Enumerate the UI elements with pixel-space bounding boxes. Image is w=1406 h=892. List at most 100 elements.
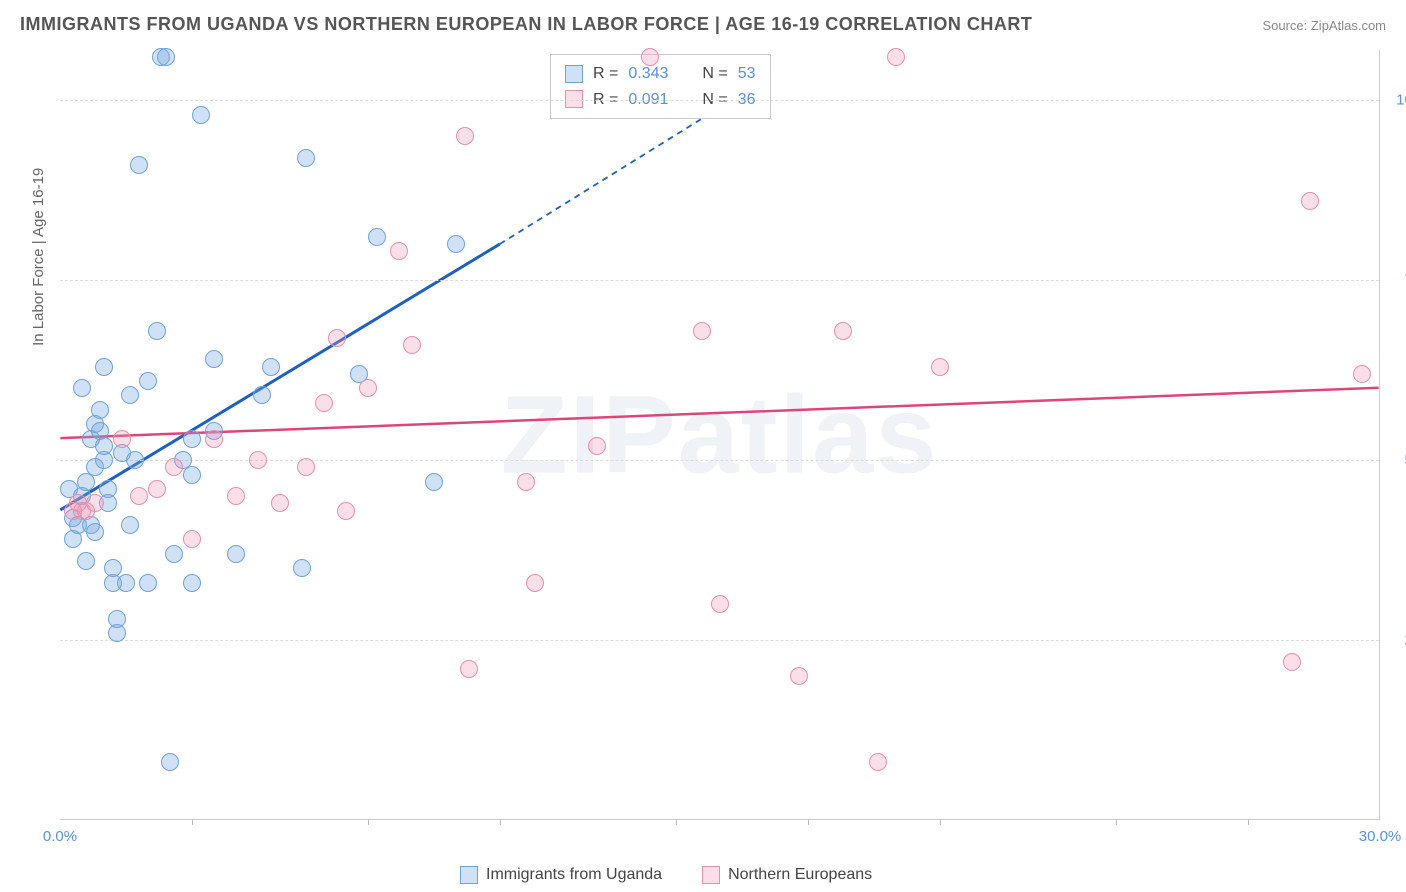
legend-item: Immigrants from Uganda [460,866,662,884]
scatter-point [139,574,157,592]
legend-swatch [702,866,720,884]
plot-area: ZIPatlas R =0.343N =53R =0.091N =36 25.0… [60,50,1380,820]
scatter-point [1283,653,1301,671]
scatter-point [126,451,144,469]
scatter-point [165,545,183,563]
stats-legend-box: R =0.343N =53R =0.091N =36 [550,54,771,119]
source-label: Source: ZipAtlas.com [1262,18,1386,33]
scatter-point [121,386,139,404]
legend-swatch [460,866,478,884]
y-tick-label: 75.0% [1387,272,1406,289]
scatter-point [337,502,355,520]
scatter-point [161,753,179,771]
legend-swatch [565,65,583,83]
scatter-point [205,350,223,368]
scatter-point [328,329,346,347]
scatter-point [711,595,729,613]
scatter-point [693,322,711,340]
scatter-point [790,667,808,685]
scatter-point [588,437,606,455]
gridline-h [60,280,1379,281]
scatter-point [887,48,905,66]
scatter-point [249,451,267,469]
x-minor-tick [192,819,193,825]
scatter-point [262,358,280,376]
scatter-point [165,458,183,476]
x-minor-tick [676,819,677,825]
scatter-point [183,530,201,548]
scatter-point [183,430,201,448]
scatter-point [403,336,421,354]
legend-label: Immigrants from Uganda [486,866,662,884]
scatter-point [931,358,949,376]
scatter-point [86,494,104,512]
watermark: ZIPatlas [501,371,939,498]
scatter-point [148,322,166,340]
scatter-point [390,242,408,260]
scatter-point [315,394,333,412]
scatter-point [91,401,109,419]
scatter-point [183,466,201,484]
x-tick-label: 30.0% [1359,828,1402,845]
scatter-point [139,372,157,390]
scatter-point [517,473,535,491]
scatter-point [192,106,210,124]
scatter-point [227,487,245,505]
x-tick-label: 0.0% [43,828,77,845]
scatter-point [526,574,544,592]
n-label: N = [702,61,727,87]
scatter-point [130,156,148,174]
scatter-point [130,487,148,505]
x-minor-tick [808,819,809,825]
scatter-point [641,48,659,66]
stats-row: R =0.343N =53 [565,61,756,87]
scatter-point [77,552,95,570]
y-tick-label: 50.0% [1387,452,1406,469]
scatter-point [183,574,201,592]
x-minor-tick [940,819,941,825]
scatter-point [368,228,386,246]
gridline-h [60,640,1379,641]
x-minor-tick [1116,819,1117,825]
series-legend: Immigrants from Uganda Northern Europeans [460,866,872,884]
scatter-point [86,523,104,541]
x-minor-tick [500,819,501,825]
y-tick-label: 25.0% [1387,632,1406,649]
scatter-point [297,149,315,167]
scatter-point [108,610,126,628]
scatter-point [99,480,117,498]
scatter-point [148,480,166,498]
scatter-point [117,574,135,592]
legend-label: Northern Europeans [728,866,872,884]
scatter-point [271,494,289,512]
gridline-h [60,100,1379,101]
scatter-point [460,660,478,678]
scatter-point [113,430,131,448]
scatter-point [869,753,887,771]
x-minor-tick [1248,819,1249,825]
scatter-point [73,379,91,397]
y-axis-label: In Labor Force | Age 16-19 [30,168,47,346]
scatter-point [425,473,443,491]
scatter-point [1301,192,1319,210]
scatter-point [104,559,122,577]
scatter-point [95,358,113,376]
chart-title: IMMIGRANTS FROM UGANDA VS NORTHERN EUROP… [20,14,1032,35]
n-value: 53 [738,61,756,87]
trend-lines [60,50,1379,819]
scatter-point [297,458,315,476]
scatter-point [456,127,474,145]
scatter-point [834,322,852,340]
scatter-point [359,379,377,397]
scatter-point [157,48,175,66]
x-minor-tick [368,819,369,825]
r-label: R = [593,61,618,87]
scatter-point [447,235,465,253]
scatter-point [253,386,271,404]
trend-line [60,244,499,510]
scatter-point [1353,365,1371,383]
scatter-point [121,516,139,534]
y-tick-label: 100.0% [1387,92,1406,109]
legend-item: Northern Europeans [702,866,872,884]
scatter-point [227,545,245,563]
